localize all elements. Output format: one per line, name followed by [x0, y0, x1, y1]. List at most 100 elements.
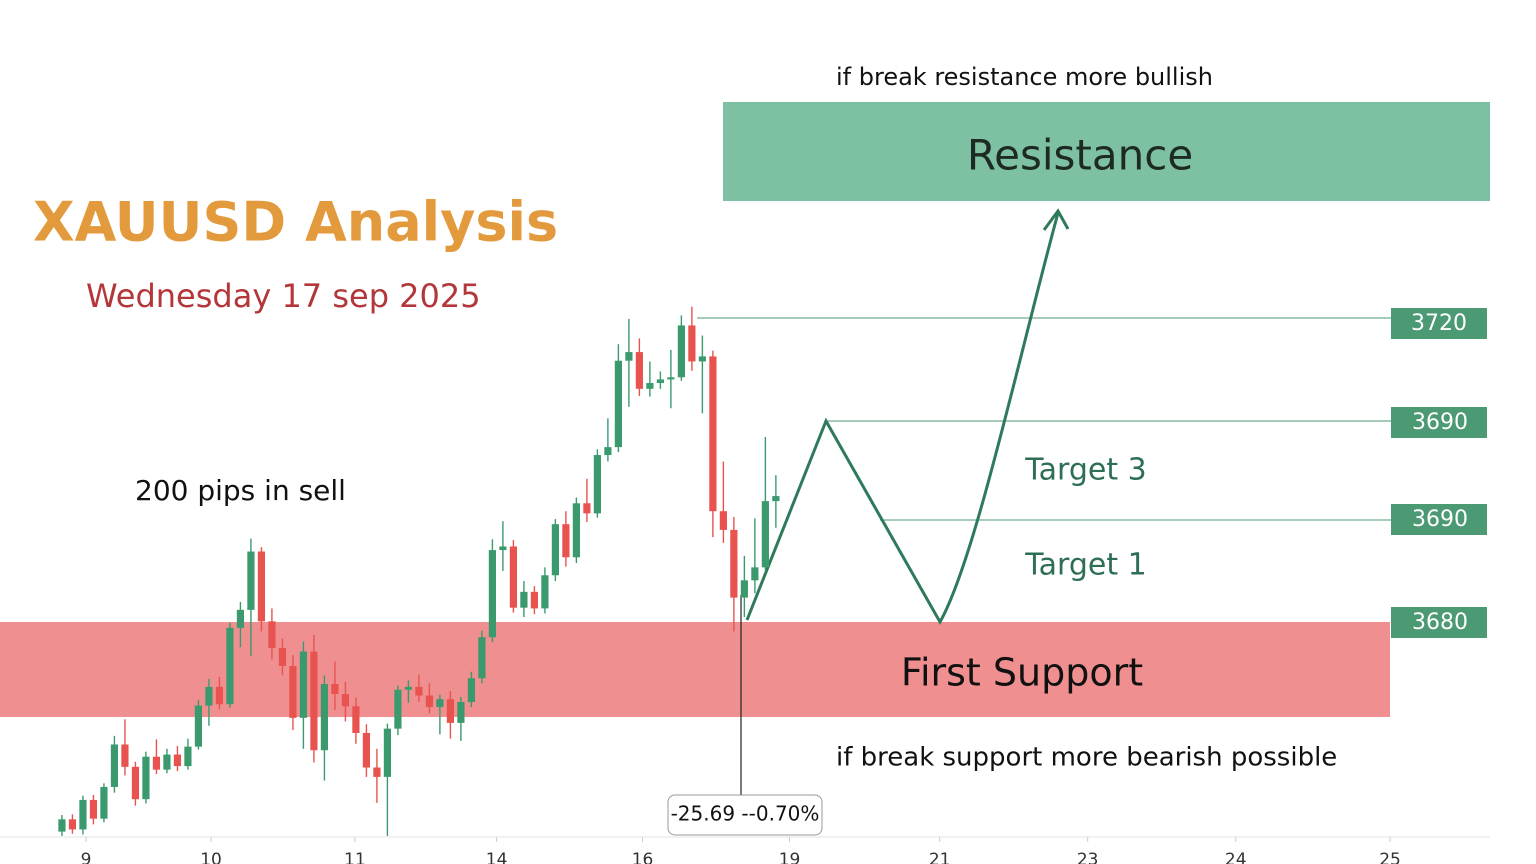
- resistance-note: if break resistance more bullish: [836, 63, 1213, 91]
- x-tick-label: 16: [632, 850, 654, 864]
- candle-body: [394, 689, 402, 729]
- target-1: Target 1: [1024, 548, 1146, 583]
- candle-body: [635, 352, 643, 389]
- candle-body: [436, 699, 444, 708]
- target-3: Target 3: [1024, 453, 1146, 488]
- candle-body: [593, 455, 601, 514]
- candle-body: [205, 686, 213, 706]
- chart-subtitle: Wednesday 17 sep 2025: [86, 277, 481, 315]
- candle-body: [719, 511, 727, 530]
- candle-body: [709, 356, 717, 512]
- level-tag: [1391, 504, 1487, 535]
- candle-body: [268, 621, 276, 648]
- candle-body: [341, 694, 350, 707]
- level-label: 3680: [1412, 610, 1468, 635]
- candle-body: [320, 684, 329, 751]
- level-label: 3720: [1411, 311, 1467, 336]
- candle-body: [163, 754, 171, 770]
- candle-body: [184, 746, 192, 767]
- candle-body: [761, 501, 769, 568]
- candle-body: [299, 651, 308, 718]
- x-tick-label: 25: [1379, 850, 1401, 864]
- candle-body: [226, 627, 234, 705]
- candle-body: [509, 546, 517, 608]
- level-tag: [1391, 308, 1487, 339]
- candle-body: [257, 551, 266, 622]
- candle-body: [142, 756, 150, 800]
- candle-body: [100, 786, 108, 819]
- candle-body: [194, 705, 203, 747]
- candle-body: [772, 496, 780, 502]
- x-tick-label: 24: [1225, 850, 1247, 864]
- candle-body: [89, 799, 98, 819]
- candle-body: [362, 732, 371, 768]
- candle-body: [614, 360, 622, 448]
- candle-body: [79, 799, 87, 830]
- projection-path: [745, 212, 1060, 626]
- candle-body: [457, 702, 465, 723]
- candle-body: [58, 819, 66, 832]
- candle-body: [467, 678, 476, 702]
- level-tag: [1391, 407, 1487, 438]
- candle-body: [121, 744, 129, 767]
- candle-body: [289, 666, 297, 718]
- candle-body: [425, 695, 434, 708]
- candle-body: [499, 546, 507, 551]
- candle-body: [383, 728, 392, 777]
- candle-body: [152, 756, 161, 770]
- level-label: 3690: [1412, 507, 1468, 532]
- candle-body: [656, 379, 664, 384]
- candle-body: [520, 591, 528, 608]
- measure-box: [667, 794, 823, 836]
- candle-body: [562, 524, 570, 558]
- measure-label: -25.69 --0.70%: [671, 802, 820, 826]
- level-label: 3690: [1412, 410, 1468, 435]
- candle-body: [488, 550, 497, 638]
- candle-body: [278, 648, 287, 666]
- candle-body: [583, 503, 591, 514]
- resistance-zone: [723, 102, 1490, 201]
- candle-body: [173, 754, 182, 767]
- candle-body: [551, 524, 559, 576]
- x-tick-label: 14: [486, 850, 508, 864]
- x-tick-label: 9: [81, 850, 92, 864]
- candle-body: [310, 651, 318, 751]
- candle-body: [131, 766, 140, 800]
- candle-body: [572, 503, 580, 558]
- candle-body: [604, 447, 612, 456]
- support-label: First Support: [901, 651, 1143, 695]
- candle-body: [688, 325, 696, 362]
- candle-body: [530, 591, 538, 609]
- candle-body: [677, 325, 685, 378]
- candle-body: [247, 551, 255, 610]
- projection-arrow: [1042, 208, 1070, 231]
- candle-body: [730, 529, 738, 598]
- resistance-label: Resistance: [967, 131, 1193, 180]
- candle-body: [646, 383, 654, 389]
- x-tick-label: 21: [929, 850, 951, 864]
- candle-body: [215, 686, 224, 705]
- candle-body: [478, 637, 486, 679]
- candle-body: [541, 575, 549, 609]
- candle-body: [373, 767, 381, 777]
- candle-body: [404, 686, 413, 690]
- sell-note: 200 pips in sell: [135, 474, 346, 507]
- candle-body: [352, 706, 360, 733]
- candle-body: [110, 744, 119, 787]
- level-tag: [1391, 607, 1487, 638]
- candle-body: [667, 377, 675, 380]
- candle-body: [740, 580, 748, 598]
- candle-body: [236, 609, 245, 628]
- candle-body: [331, 684, 339, 695]
- candle-body: [751, 567, 759, 581]
- candle-body: [698, 356, 706, 362]
- candle-body: [625, 352, 633, 361]
- candle-body: [68, 819, 77, 830]
- x-tick-label: 11: [344, 850, 366, 864]
- x-tick-label: 23: [1077, 850, 1099, 864]
- x-tick-label: 10: [200, 850, 222, 864]
- candle-body: [446, 699, 455, 723]
- chart-title: XAUUSD Analysis: [33, 191, 558, 254]
- x-tick-label: 19: [779, 850, 801, 864]
